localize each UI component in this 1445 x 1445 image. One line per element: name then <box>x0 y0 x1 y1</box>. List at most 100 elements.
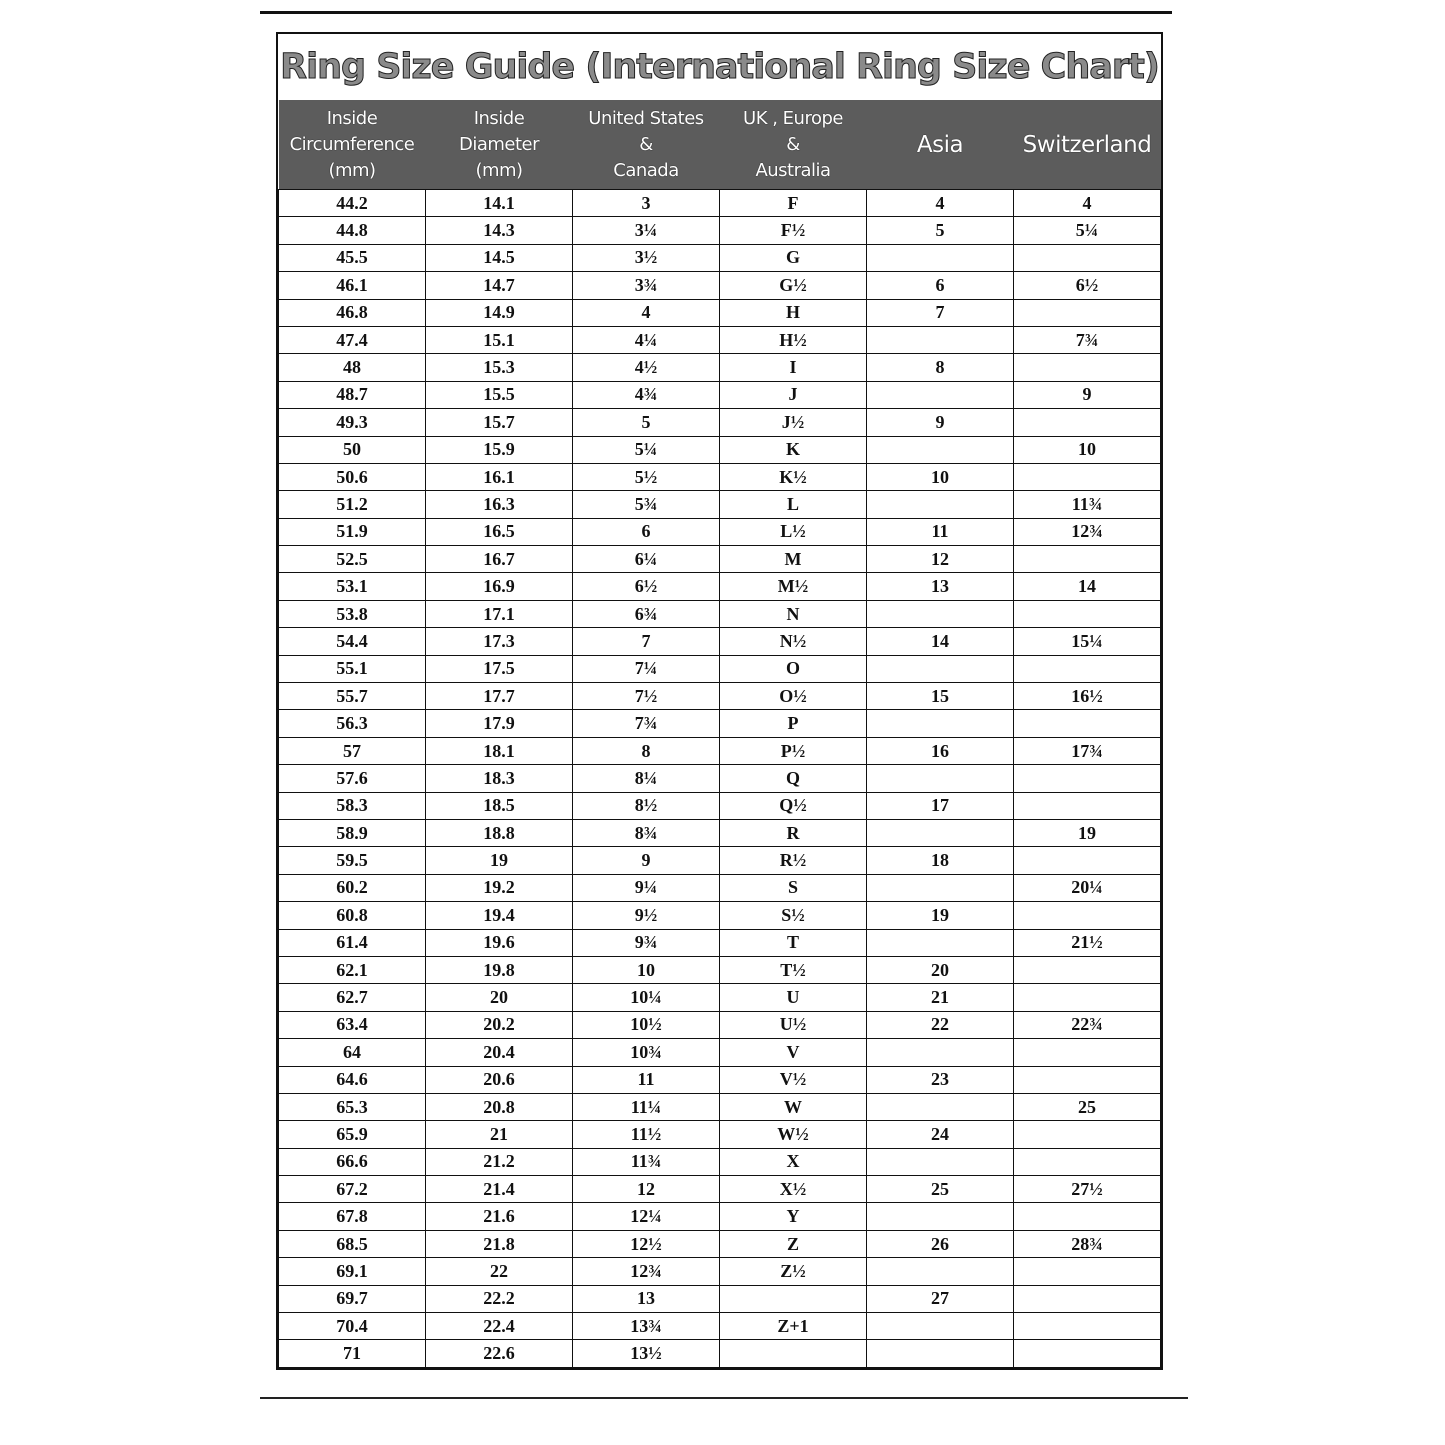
table-row: 48.7 15.5 4¾ J 9 <box>278 380 1161 410</box>
cell-circumference: 55.1 <box>278 654 426 684</box>
cell-diameter: 15.5 <box>425 380 573 410</box>
cell-switzerland: 14 <box>1013 572 1161 601</box>
cell-uk-europe-australia: F <box>719 188 867 218</box>
cell-uk-europe-australia: Z+1 <box>719 1312 867 1341</box>
cell-uk-europe-australia: T <box>719 928 867 957</box>
table-row: 70.4 22.4 13¾ Z+1 <box>278 1312 1161 1341</box>
cell-uk-europe-australia: Z½ <box>719 1257 867 1286</box>
cell-us-canada: 4 <box>572 298 720 327</box>
cell-diameter: 19 <box>425 846 573 875</box>
table-row: 66.6 21.2 11¾ X <box>278 1147 1161 1177</box>
cell-asia <box>866 1339 1014 1368</box>
cell-diameter: 20.6 <box>425 1065 573 1094</box>
cell-switzerland <box>1013 1120 1161 1149</box>
bottom-rule <box>260 1397 1188 1399</box>
column-header-line: & <box>639 133 653 155</box>
cell-uk-europe-australia: M½ <box>719 572 867 601</box>
table-row: 48 15.3 4½ I 8 <box>278 353 1161 382</box>
cell-uk-europe-australia: N <box>719 599 867 629</box>
cell-us-canada: 12¼ <box>572 1202 720 1231</box>
column-header-line: & <box>786 133 800 155</box>
cell-switzerland <box>1013 599 1161 629</box>
cell-us-canada: 5½ <box>572 462 720 492</box>
cell-asia: 12 <box>866 545 1014 574</box>
cell-uk-europe-australia: V <box>719 1038 867 1067</box>
cell-us-canada: 3¾ <box>572 271 720 300</box>
cell-circumference: 53.8 <box>278 599 426 629</box>
cell-circumference: 51.9 <box>278 517 426 547</box>
cell-circumference: 62.1 <box>278 955 426 985</box>
cell-uk-europe-australia: L½ <box>719 517 867 547</box>
table-row: 60.2 19.2 9¼ S 20¼ <box>278 873 1161 903</box>
cell-diameter: 16.9 <box>425 572 573 601</box>
cell-circumference: 69.1 <box>278 1257 426 1286</box>
cell-us-canada: 9¼ <box>572 873 720 903</box>
table-row: 69.1 22 12¾ Z½ <box>278 1257 1161 1286</box>
table-row: 63.4 20.2 10½ U½ 22 22¾ <box>278 1010 1161 1040</box>
ring-size-chart: Ring Size Guide (International Ring Size… <box>276 32 1163 1370</box>
cell-switzerland <box>1013 408 1161 437</box>
cell-switzerland: 15¼ <box>1013 627 1161 656</box>
cell-us-canada: 3 <box>572 188 720 218</box>
cell-us-canada: 12½ <box>572 1229 720 1259</box>
cell-asia: 25 <box>866 1175 1014 1204</box>
chart-title: Ring Size Guide (International Ring Size… <box>280 47 1161 88</box>
cell-diameter: 16.5 <box>425 517 573 547</box>
cell-asia: 6 <box>866 271 1014 300</box>
cell-circumference: 68.5 <box>278 1229 426 1259</box>
cell-switzerland <box>1013 545 1161 574</box>
table-row: 67.2 21.4 12 X½ 25 27½ <box>278 1175 1161 1204</box>
cell-asia: 8 <box>866 353 1014 382</box>
cell-circumference: 44.8 <box>278 216 426 245</box>
cell-switzerland <box>1013 1038 1161 1067</box>
column-header-line: Diameter <box>458 133 540 155</box>
cell-circumference: 70.4 <box>278 1312 426 1341</box>
table-row: 62.1 19.8 10 T½ 20 <box>278 955 1161 985</box>
cell-us-canada: 11½ <box>572 1120 720 1149</box>
cell-us-canada: 7¾ <box>572 709 720 738</box>
cell-us-canada: 13 <box>572 1284 720 1314</box>
cell-us-canada: 10¾ <box>572 1038 720 1067</box>
cell-switzerland: 9 <box>1013 380 1161 410</box>
cell-diameter: 16.7 <box>425 545 573 574</box>
cell-us-canada: 11 <box>572 1065 720 1094</box>
table-row: 50 15.9 5¼ K 10 <box>278 435 1161 464</box>
column-header-line: (mm) <box>475 159 523 181</box>
cell-asia <box>866 1147 1014 1177</box>
cell-diameter: 21 <box>425 1120 573 1149</box>
cell-switzerland: 27½ <box>1013 1175 1161 1204</box>
cell-diameter: 21.8 <box>425 1229 573 1259</box>
table-row: 64 20.4 10¾ V <box>278 1038 1161 1067</box>
cell-us-canada: 6 <box>572 517 720 547</box>
table-row: 51.9 16.5 6 L½ 11 12¾ <box>278 517 1161 547</box>
table-row: 51.2 16.3 5¾ L 11¾ <box>278 490 1161 519</box>
cell-circumference: 60.2 <box>278 873 426 903</box>
cell-switzerland: 19 <box>1013 818 1161 848</box>
cell-switzerland <box>1013 298 1161 327</box>
cell-uk-europe-australia: N½ <box>719 627 867 656</box>
cell-us-canada: 4¼ <box>572 325 720 355</box>
cell-asia: 26 <box>866 1229 1014 1259</box>
cell-diameter: 19.8 <box>425 955 573 985</box>
cell-diameter: 20.4 <box>425 1038 573 1067</box>
table-row: 54.4 17.3 7 N½ 14 15¼ <box>278 627 1161 656</box>
cell-asia <box>866 1312 1014 1341</box>
cell-switzerland <box>1013 955 1161 985</box>
cell-switzerland: 10 <box>1013 435 1161 464</box>
cell-switzerland: 25 <box>1013 1092 1161 1122</box>
cell-diameter: 15.3 <box>425 353 573 382</box>
table-row: 53.1 16.9 6½ M½ 13 14 <box>278 572 1161 601</box>
cell-asia <box>866 1257 1014 1286</box>
cell-diameter: 19.4 <box>425 901 573 930</box>
cell-diameter: 22.2 <box>425 1284 573 1314</box>
column-header-switzerland: Switzerland <box>1013 100 1161 190</box>
table-row: 64.6 20.6 11 V½ 23 <box>278 1065 1161 1094</box>
cell-uk-europe-australia: R½ <box>719 846 867 875</box>
cell-circumference: 67.8 <box>278 1202 426 1231</box>
cell-uk-europe-australia: P <box>719 709 867 738</box>
cell-us-canada: 7¼ <box>572 654 720 684</box>
table-row: 57.6 18.3 8¼ Q <box>278 764 1161 793</box>
cell-circumference: 65.9 <box>278 1120 426 1149</box>
cell-circumference: 64 <box>278 1038 426 1067</box>
table-row: 50.6 16.1 5½ K½ 10 <box>278 462 1161 492</box>
